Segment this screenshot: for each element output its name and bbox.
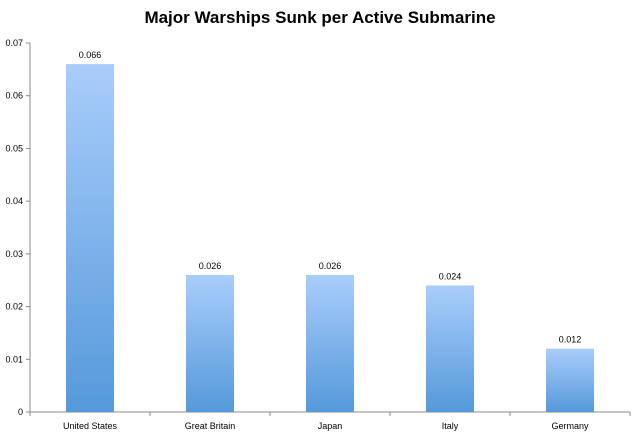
- data-label: 0.066: [79, 50, 102, 60]
- x-tick-label: Great Britain: [185, 421, 236, 431]
- y-tick-label: 0.01: [5, 354, 23, 364]
- bar: [186, 274, 234, 412]
- x-tick-label: Germany: [551, 421, 589, 431]
- y-tick-label: 0.04: [5, 196, 23, 206]
- x-tick-label: Japan: [318, 421, 343, 431]
- y-tick-label: 0.05: [5, 143, 23, 153]
- bar: [546, 348, 594, 412]
- data-label: 0.012: [559, 335, 582, 345]
- data-label: 0.026: [199, 261, 222, 271]
- data-label: 0.026: [319, 261, 342, 271]
- x-tick-label: United States: [63, 421, 118, 431]
- y-tick-label: 0.06: [5, 91, 23, 101]
- chart-title: Major Warships Sunk per Active Submarine: [144, 8, 496, 27]
- bar: [426, 285, 474, 412]
- x-tick-label: Italy: [442, 421, 459, 431]
- y-tick-label: 0.02: [5, 302, 23, 312]
- y-tick-label: 0.07: [5, 38, 23, 48]
- y-tick-label: 0.03: [5, 249, 23, 259]
- y-tick-label: 0: [18, 407, 23, 417]
- bar: [66, 64, 114, 412]
- bar: [306, 274, 354, 412]
- data-label: 0.024: [439, 271, 462, 281]
